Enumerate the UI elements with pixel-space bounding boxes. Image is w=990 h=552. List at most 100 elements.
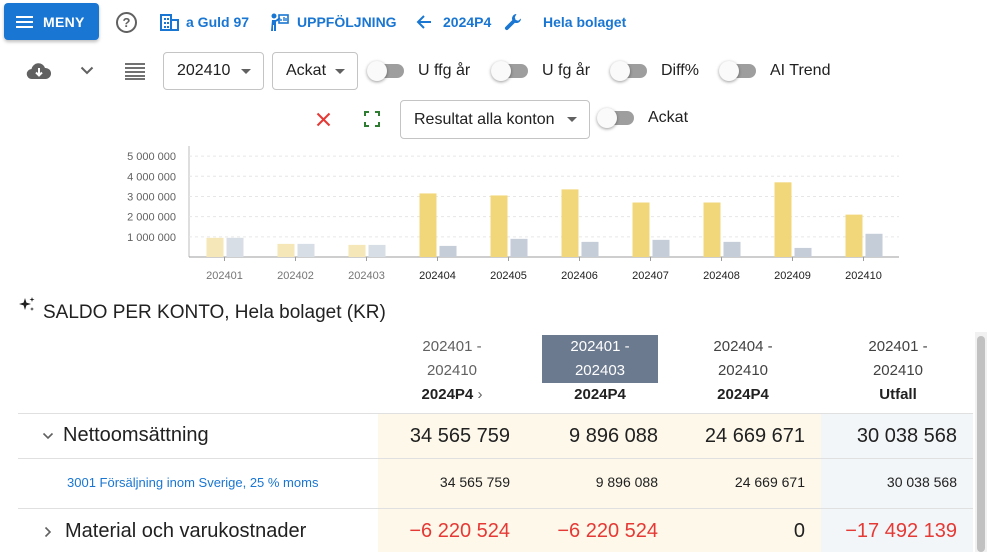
top-bar: MENY ? a Guld 97 UPPFÖLJNING 2024P4 Hela… xyxy=(0,0,990,46)
company-link[interactable]: a Guld 97 xyxy=(186,14,250,30)
caret-down-icon xyxy=(241,69,251,74)
bar-actual xyxy=(703,202,721,257)
caret-down-icon xyxy=(567,117,577,122)
budget-columns-bg xyxy=(378,414,821,552)
bar-actual xyxy=(845,214,863,257)
row-label: Nettoomsättning xyxy=(63,424,209,446)
chart-svg: 1 000 000 2 000 000 3 000 000 4 000 000 5 00… xyxy=(127,146,899,282)
hamburger-icon xyxy=(16,15,33,28)
toggle-ackat[interactable]: Ackat xyxy=(597,108,689,128)
table-scrollbar[interactable] xyxy=(975,332,987,552)
x-tick-label: 202406 xyxy=(561,270,598,282)
help-icon[interactable]: ? xyxy=(116,12,137,33)
table-row-material[interactable]: Material och varukostnader xyxy=(42,520,306,543)
sparkle-icon[interactable] xyxy=(18,296,36,314)
table-row-nettoomsattning[interactable]: Nettoomsättning xyxy=(42,424,209,447)
chevron-down-icon[interactable] xyxy=(80,66,94,75)
bar-actual xyxy=(206,237,224,257)
chevron-right-icon: › xyxy=(477,386,483,403)
fullscreen-icon[interactable] xyxy=(364,111,380,127)
column-header-4[interactable]: 202401 - 202410 Utfall xyxy=(868,338,928,403)
toggle-u-ffg-ar[interactable]: U ffg år xyxy=(367,61,471,81)
bar-compare xyxy=(368,244,386,257)
divider xyxy=(18,508,973,509)
account-link[interactable]: 3001 Försäljning inom Sverige, 25 % moms xyxy=(67,475,319,490)
chevron-right-icon[interactable] xyxy=(44,526,52,538)
toggle-u-fg-ar[interactable]: U fg år xyxy=(491,61,591,81)
section-title: SALDO PER KONTO, Hela bolaget (KR) xyxy=(43,302,386,323)
x-tick-label: 202409 xyxy=(774,270,811,282)
toggle-ai-trend[interactable]: AI Trend xyxy=(719,61,831,81)
cloud-download-icon[interactable] xyxy=(26,62,52,80)
x-tick-label: 202401 xyxy=(206,270,243,282)
building-icon xyxy=(160,14,179,31)
bar-chart: 1 000 000 2 000 000 3 000 000 4 000 000 5 00… xyxy=(0,140,990,290)
cell-value: 34 565 759 xyxy=(409,425,510,447)
scope-link[interactable]: Hela bolaget xyxy=(543,14,627,30)
toggle-label: Diff% xyxy=(661,62,699,79)
column-header-2-selected[interactable]: 202401 - 202403 2024P4 xyxy=(542,335,658,407)
cell-value: 9 896 088 xyxy=(569,425,658,447)
column-header-1[interactable]: 202401 - 202410 2024P4 › xyxy=(421,338,483,403)
y-tick-label: 1 000 000 xyxy=(127,232,176,244)
bar-compare xyxy=(581,241,599,257)
balance-table: 202401 - 202410 2024P4 › 202401 - 202403… xyxy=(18,330,973,552)
bar-actual xyxy=(419,193,437,257)
menu-button[interactable]: MENY xyxy=(4,3,99,40)
x-tick-label: 202410 xyxy=(845,270,882,282)
cell-value: 30 038 568 xyxy=(886,474,957,490)
period-select-value: 202410 xyxy=(177,62,231,79)
mode-select-value: Ackat xyxy=(286,62,327,79)
cell-value: 0 xyxy=(793,520,805,542)
chevron-down-icon[interactable] xyxy=(42,432,54,440)
bar-actual xyxy=(561,189,579,257)
menu-button-label: MENY xyxy=(43,13,85,30)
y-tick-label: 2 000 000 xyxy=(127,212,176,224)
table-row-3001[interactable]: 3001 Försäljning inom Sverige, 25 % moms xyxy=(67,475,318,490)
bar-actual xyxy=(774,182,792,257)
cell-value: 24 669 671 xyxy=(734,474,805,490)
y-tick-label: 4 000 000 xyxy=(127,171,176,183)
mode-select[interactable]: Ackat xyxy=(272,52,358,90)
presenter-chart-icon xyxy=(271,13,289,31)
cell-value: −6 220 524 xyxy=(557,520,658,542)
report-select[interactable]: Resultat alla konton xyxy=(400,100,590,139)
x-tick-label: 202407 xyxy=(632,270,669,282)
scrollbar-thumb[interactable] xyxy=(977,336,985,552)
period-link[interactable]: 2024P4 xyxy=(443,14,492,30)
x-tick-label: 202403 xyxy=(348,270,385,282)
arrow-left-icon[interactable] xyxy=(416,14,432,30)
wrench-icon[interactable] xyxy=(503,12,523,32)
bar-compare xyxy=(652,239,670,257)
outcome-column-bg xyxy=(821,414,973,552)
bar-actual xyxy=(490,195,508,257)
y-tick-label: 5 000 000 xyxy=(127,151,176,163)
bar-actual xyxy=(277,243,295,257)
column-header-3[interactable]: 202404 - 202410 2024P4 xyxy=(713,338,773,403)
cell-value: 30 038 568 xyxy=(856,425,957,447)
bar-compare xyxy=(226,237,244,257)
module-link[interactable]: UPPFÖLJNING xyxy=(297,14,397,30)
toolbar: 202410 Ackat U ffg år U fg år Diff% AI T… xyxy=(0,48,990,94)
report-select-value: Resultat alla konton xyxy=(414,110,555,128)
divider xyxy=(18,458,973,459)
period-select[interactable]: 202410 xyxy=(163,52,264,90)
row-label: Material och varukostnader xyxy=(65,520,307,542)
x-tick-label: 202405 xyxy=(490,270,527,282)
bar-compare xyxy=(865,233,883,257)
bar-compare xyxy=(723,241,741,257)
toggle-label: U ffg år xyxy=(418,62,471,79)
toggle-label: AI Trend xyxy=(770,62,831,79)
toggle-diff-percent[interactable]: Diff% xyxy=(610,61,699,81)
cell-value: −17 492 139 xyxy=(845,520,957,542)
bar-actual xyxy=(632,202,650,257)
toggle-label: U fg år xyxy=(542,62,591,79)
bar-compare xyxy=(510,238,528,257)
toggle-label: Ackat xyxy=(648,109,689,126)
clear-icon[interactable] xyxy=(316,112,331,127)
bar-compare xyxy=(439,245,457,257)
cell-value: 9 896 088 xyxy=(595,474,658,490)
x-tick-label: 202408 xyxy=(703,270,740,282)
list-lines-icon[interactable] xyxy=(124,62,146,80)
caret-down-icon xyxy=(335,69,345,74)
